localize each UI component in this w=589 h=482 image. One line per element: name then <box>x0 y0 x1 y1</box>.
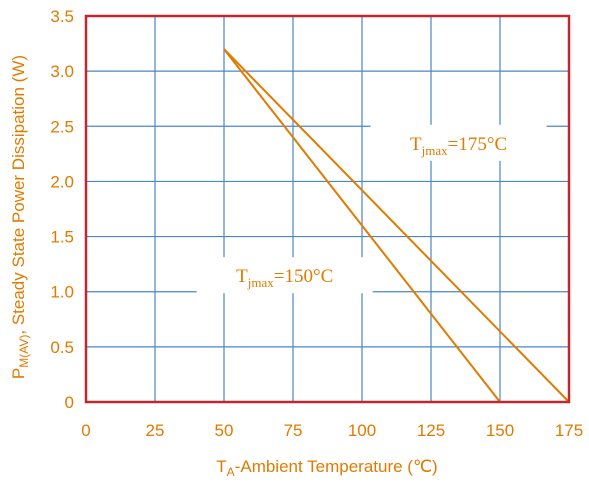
x-tick-label: 75 <box>284 421 303 440</box>
y-tick-label: 2.0 <box>50 172 74 191</box>
series-label-background <box>196 257 373 294</box>
y-tick-label: 2.5 <box>50 117 74 136</box>
series-label: Tjmax=150°C <box>196 257 373 294</box>
y-tick-label: 3.0 <box>50 62 74 81</box>
grid <box>85 15 570 403</box>
x-tick-label: 25 <box>146 421 165 440</box>
plot-frame <box>84 14 571 404</box>
series-label: Tjmax=175°C <box>370 124 547 161</box>
y-tick-label: 3.5 <box>50 7 74 26</box>
series-labels: Tjmax=175°C Tjmax=150°C <box>196 124 547 294</box>
x-tick-label: 100 <box>348 421 376 440</box>
y-tick-label: 1.0 <box>50 283 74 302</box>
x-tick-label: 50 <box>215 421 234 440</box>
series-line <box>223 48 570 403</box>
x-tick-label: 125 <box>417 421 445 440</box>
x-axis-title: TA-Ambient Temperature (℃) <box>216 457 437 477</box>
x-tick-label: 175 <box>555 421 583 440</box>
y-tick-labels: 0 0.5 1.0 1.5 2.0 2.5 3.0 3.5 <box>50 7 74 412</box>
series-label-text: Tjmax=150°C <box>236 266 333 290</box>
x-tick-label: 0 <box>81 421 90 440</box>
series-lines <box>223 48 570 403</box>
series-label-background <box>370 124 547 161</box>
y-tick-label: 0 <box>65 393 74 412</box>
series-line <box>223 48 501 403</box>
x-tick-labels: 0 25 50 75 100 125 150 175 <box>81 421 583 440</box>
y-axis-title: PM(AV), Steady State Power Dissipation (… <box>9 55 31 379</box>
y-tick-label: 1.5 <box>50 228 74 247</box>
series-label-text: Tjmax=175°C <box>410 134 507 158</box>
x-tick-label: 150 <box>486 421 514 440</box>
y-tick-label: 0.5 <box>50 338 74 357</box>
